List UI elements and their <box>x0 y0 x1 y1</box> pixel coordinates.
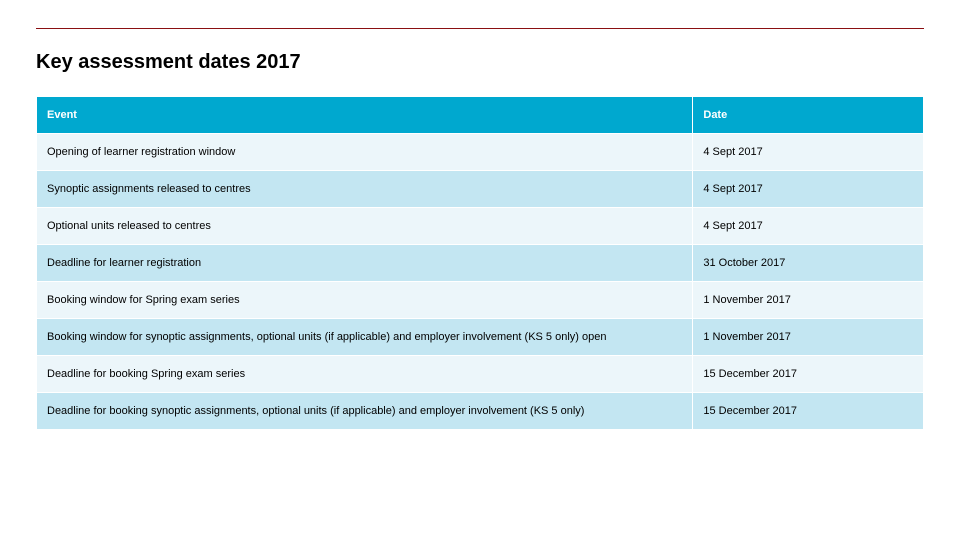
table-row: Deadline for booking synoptic assignment… <box>37 393 924 430</box>
table-header-row: Event Date <box>37 97 924 134</box>
assessment-dates-table: Event Date Opening of learner registrati… <box>36 96 924 430</box>
cell-date: 4 Sept 2017 <box>693 171 924 208</box>
table-row: Opening of learner registration window4 … <box>37 134 924 171</box>
cell-date: 31 October 2017 <box>693 245 924 282</box>
cell-event: Deadline for booking Spring exam series <box>37 356 693 393</box>
cell-date: 4 Sept 2017 <box>693 134 924 171</box>
cell-date: 15 December 2017 <box>693 393 924 430</box>
cell-event: Booking window for Spring exam series <box>37 282 693 319</box>
table-row: Deadline for booking Spring exam series1… <box>37 356 924 393</box>
table-body: Opening of learner registration window4 … <box>37 134 924 430</box>
table-row: Booking window for Spring exam series1 N… <box>37 282 924 319</box>
cell-event: Opening of learner registration window <box>37 134 693 171</box>
table-row: Deadline for learner registration31 Octo… <box>37 245 924 282</box>
table-row: Synoptic assignments released to centres… <box>37 171 924 208</box>
cell-event: Optional units released to centres <box>37 208 693 245</box>
col-header-date: Date <box>693 97 924 134</box>
page-title: Key assessment dates 2017 <box>36 51 924 74</box>
cell-event: Deadline for booking synoptic assignment… <box>37 393 693 430</box>
cell-event: Booking window for synoptic assignments,… <box>37 319 693 356</box>
cell-date: 4 Sept 2017 <box>693 208 924 245</box>
page: Key assessment dates 2017 Event Date Ope… <box>0 0 960 540</box>
cell-date: 1 November 2017 <box>693 282 924 319</box>
cell-event: Synoptic assignments released to centres <box>37 171 693 208</box>
cell-date: 15 December 2017 <box>693 356 924 393</box>
table-row: Optional units released to centres4 Sept… <box>37 208 924 245</box>
cell-event: Deadline for learner registration <box>37 245 693 282</box>
cell-date: 1 November 2017 <box>693 319 924 356</box>
table-row: Booking window for synoptic assignments,… <box>37 319 924 356</box>
col-header-event: Event <box>37 97 693 134</box>
top-rule <box>36 28 924 29</box>
